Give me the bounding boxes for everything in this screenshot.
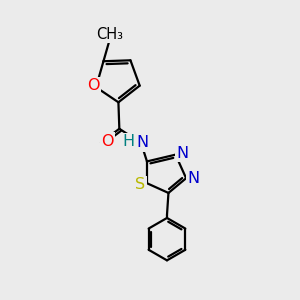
Text: S: S (135, 177, 146, 192)
Text: N: N (188, 171, 200, 186)
Text: O: O (101, 134, 114, 148)
Text: N: N (136, 135, 148, 150)
Text: H: H (123, 134, 135, 149)
Text: O: O (87, 78, 100, 93)
Text: CH₃: CH₃ (96, 27, 123, 42)
Text: N: N (176, 146, 188, 161)
